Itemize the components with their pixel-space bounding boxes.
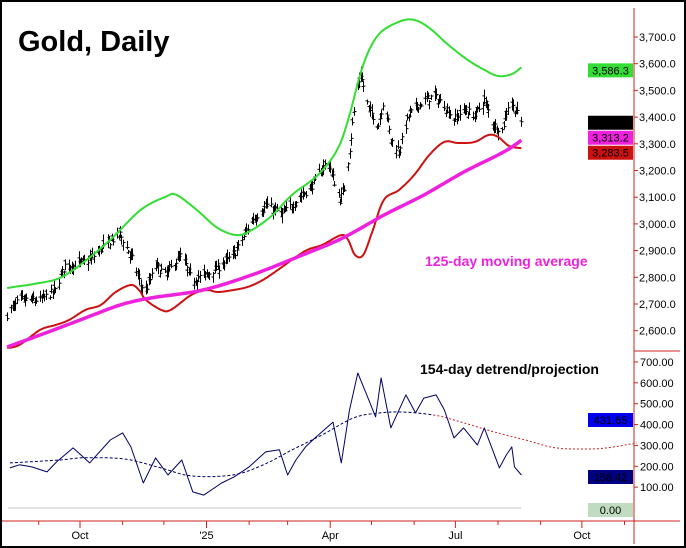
price-tick-label: 2,800.0 [639,272,676,284]
detrend-panel-title: 154-day detrend/projection [420,361,599,377]
upper-band-value-label: 3,586.3 [592,65,629,77]
lower-line [6,133,522,350]
zero-value-label: 0.00 [600,505,621,517]
chart-title: Gold, Daily [18,26,170,58]
projection-value-label: 431.65 [594,415,628,427]
price-tick-label: 2,600.0 [639,326,676,338]
moving-average-value-label: 3,313.2 [592,133,629,145]
price-tick-label: 3,100.0 [639,192,676,204]
upper-band-line [6,18,522,289]
detrend-line [9,372,522,496]
time-tick-label: '25 [199,530,213,542]
price-tick-label: 3,600.0 [639,59,676,71]
close-value-label: 3,382.6 [592,118,629,130]
projection-past-line [9,411,434,478]
price-tick-label: 3,300.0 [639,139,676,151]
price-tick-label: 3,000.0 [639,219,676,231]
price-tick-label: 3,200.0 [639,166,676,178]
moving-average-value-label-box [588,130,633,145]
time-tick-label: Oct [573,530,590,542]
projection-value-label-box [588,413,633,427]
projection-future-line [433,414,637,450]
moving-average-line [6,138,523,349]
price-tick-label: 2,700.0 [639,299,676,311]
price-tick-label: 3,700.0 [639,32,676,44]
time-tick-label: Jul [448,530,462,542]
moving-average-annotation: 125-day moving average [425,253,588,269]
detrend-tick-label: 600.00 [640,378,674,390]
close-value-label-box [588,115,633,130]
price-bars [5,66,524,322]
detrend-value-label-box [588,470,633,484]
zero-value-label-box [588,503,633,517]
lower-line-value-label-box [588,145,633,160]
price-tick-label: 2,900.0 [639,246,676,258]
detrend-tick-label: 400.00 [640,420,674,432]
detrend-tick-label: 100.00 [640,482,674,494]
price-tick-label: 3,500.0 [639,85,676,97]
detrend-tick-label: 200.00 [640,461,674,473]
price-tick-label: 3,400.0 [639,112,676,124]
upper-band-value-label-box [588,63,633,78]
detrend-tick-label: 500.00 [640,399,674,411]
detrend-tick-label: 300.00 [640,440,674,452]
detrend-value-label: 158.42 [594,472,628,484]
lower-line-value-label: 3,283.5 [592,148,629,160]
time-tick-label: Oct [71,530,88,542]
time-tick-label: Apr [322,530,339,542]
detrend-tick-label: 700.00 [640,357,674,369]
